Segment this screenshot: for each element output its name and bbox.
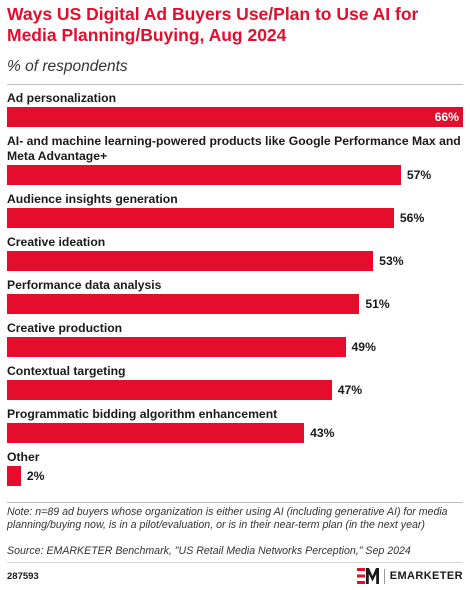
chart-note: Note: n=89 ad buyers whose organization … [7, 506, 448, 531]
value-label: 51% [365, 297, 390, 311]
footer-divider [7, 562, 463, 563]
bar [7, 251, 374, 271]
value-label: 66% [434, 110, 459, 124]
brand-separator [383, 568, 385, 584]
chart-subtitle: % of respondents [7, 58, 128, 75]
category-label: Contextual targeting [7, 364, 126, 378]
value-label: 47% [337, 383, 363, 397]
chart-title: Ways US Digital Ad Buyers Use/Plan to Us… [7, 4, 419, 45]
category-label: AI- and machine learning-powered product… [7, 134, 461, 163]
category-label: Other [7, 450, 40, 464]
value-label: 53% [379, 254, 404, 268]
value-label: 43% [310, 426, 335, 440]
brand-name: EMARKETER [389, 570, 463, 582]
bottom-divider [7, 502, 463, 503]
bar [7, 423, 305, 443]
category-label: Creative production [7, 321, 123, 335]
value-label: 49% [351, 340, 376, 354]
bar [7, 466, 21, 486]
bar [7, 380, 332, 400]
value-label: 2% [26, 469, 45, 483]
bar [7, 294, 360, 314]
bar-chart: Ad personalization 66% AI- and machine lea… [7, 91, 463, 486]
category-label: Ad personalization [7, 91, 117, 105]
bar [7, 165, 401, 185]
category-label: Performance data analysis [7, 278, 162, 292]
bar [7, 107, 463, 127]
chart-source: Source: EMARKETER Benchmark, "US Retail … [7, 545, 411, 557]
top-divider [7, 84, 463, 85]
category-label: Creative ideation [7, 235, 106, 249]
category-label: Programmatic bidding algorithm enhanceme… [7, 407, 278, 421]
value-label: 57% [406, 168, 432, 182]
bar [7, 208, 394, 228]
bar [7, 337, 346, 357]
emarketer-logo-icon [356, 568, 379, 584]
value-label: 56% [399, 211, 425, 225]
category-label: Audience insights generation [7, 192, 178, 206]
chart-id: 287593 [7, 571, 39, 582]
brand-logo[interactable]: EMARKETER [356, 567, 463, 585]
